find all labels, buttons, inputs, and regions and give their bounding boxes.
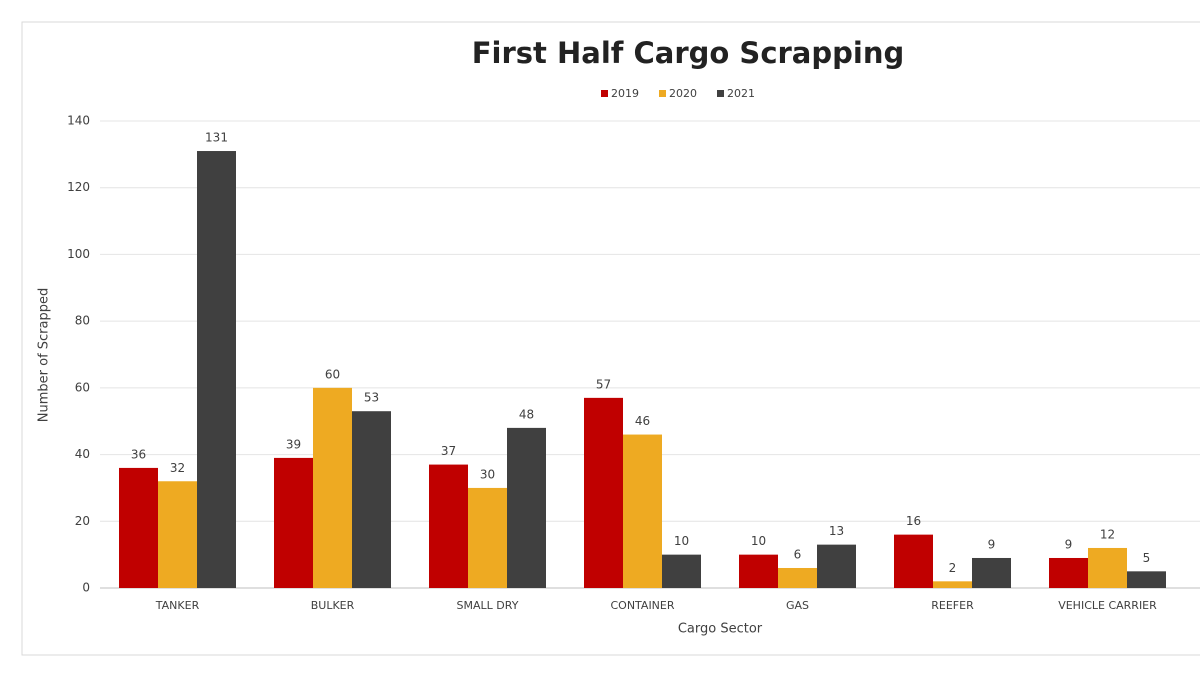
- bar: [1049, 557, 1088, 588]
- y-tick-label: 100: [67, 247, 90, 261]
- data-label: 9: [1065, 537, 1073, 551]
- legend-swatch: [659, 90, 666, 97]
- y-tick-label: 0: [82, 581, 90, 595]
- x-tick-label: CONTAINER: [610, 599, 674, 612]
- legend-swatch: [601, 90, 608, 97]
- data-label: 6: [794, 547, 802, 561]
- data-label: 12: [1100, 527, 1115, 541]
- x-tick-label: TANKER: [155, 599, 200, 612]
- data-label: 53: [364, 391, 379, 405]
- legend: 2019 2020 2021: [601, 87, 755, 100]
- bar: [507, 427, 546, 588]
- data-label: 9: [988, 537, 996, 551]
- x-tick-label: SMALL DRY: [457, 599, 519, 612]
- legend-label: 2020: [669, 87, 697, 100]
- y-axis-title: Number of Scrapped: [37, 288, 52, 422]
- bar: [933, 581, 972, 588]
- x-tick-label: BULKER: [311, 599, 355, 612]
- data-label: 10: [674, 534, 689, 548]
- data-label: 32: [170, 461, 185, 475]
- data-label: 30: [480, 467, 495, 481]
- y-tick-label: 40: [75, 447, 90, 461]
- bar: [584, 397, 623, 588]
- data-label: 37: [441, 444, 456, 458]
- y-tick-label: 140: [67, 114, 90, 128]
- bar: [197, 151, 236, 588]
- y-tick-label: 60: [75, 380, 90, 394]
- bar: [119, 467, 158, 588]
- bar: [429, 464, 468, 588]
- data-label: 39: [286, 437, 301, 451]
- data-label: 36: [131, 447, 146, 461]
- data-label: 46: [635, 414, 650, 428]
- data-label: 5: [1143, 551, 1151, 565]
- bar: [352, 411, 391, 588]
- x-tick-label: REEFER: [931, 599, 974, 612]
- bar: [1088, 547, 1127, 588]
- chart-title: First Half Cargo Scrapping: [472, 36, 905, 70]
- data-label: 131: [205, 131, 228, 145]
- data-label: 48: [519, 407, 534, 421]
- bar: [623, 434, 662, 588]
- bar: [894, 534, 933, 588]
- bar: [313, 387, 352, 588]
- bar: [972, 557, 1011, 588]
- bar: [1127, 571, 1166, 588]
- y-tick-label: 80: [75, 314, 90, 328]
- bar: [662, 554, 701, 588]
- data-label: 13: [829, 524, 844, 538]
- legend-swatch: [717, 90, 724, 97]
- data-label: 16: [906, 514, 921, 528]
- bar: [158, 481, 197, 588]
- bar: [274, 457, 313, 588]
- data-label: 10: [751, 534, 766, 548]
- y-tick-label: 120: [67, 180, 90, 194]
- data-label: 60: [325, 367, 340, 381]
- legend-label: 2019: [611, 87, 639, 100]
- bar: [817, 544, 856, 588]
- data-label: 57: [596, 377, 611, 391]
- legend-label: 2021: [727, 87, 755, 100]
- bar: [468, 487, 507, 588]
- bar: [739, 554, 778, 588]
- bar: [778, 567, 817, 588]
- x-axis-title: Cargo Sector: [678, 622, 763, 637]
- x-tick-label: GAS: [786, 599, 809, 612]
- x-tick-label: VEHICLE CARRIER: [1058, 599, 1157, 612]
- data-label: 2: [949, 561, 957, 575]
- y-tick-label: 20: [75, 514, 90, 528]
